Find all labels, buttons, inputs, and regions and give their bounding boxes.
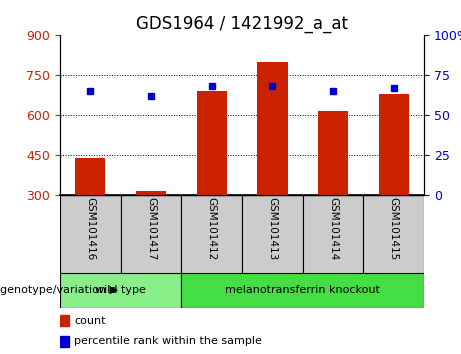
Bar bbox=[136, 191, 166, 195]
Bar bbox=[60, 315, 69, 326]
Title: GDS1964 / 1421992_a_at: GDS1964 / 1421992_a_at bbox=[136, 15, 348, 33]
Text: GSM101416: GSM101416 bbox=[85, 197, 95, 260]
Text: melanotransferrin knockout: melanotransferrin knockout bbox=[225, 285, 380, 295]
Bar bbox=[363, 195, 424, 273]
Bar bbox=[60, 195, 121, 273]
Text: GSM101417: GSM101417 bbox=[146, 197, 156, 260]
Bar bbox=[181, 273, 424, 308]
Bar bbox=[318, 111, 348, 195]
Text: GSM101415: GSM101415 bbox=[389, 197, 399, 260]
Text: percentile rank within the sample: percentile rank within the sample bbox=[75, 336, 262, 346]
Bar bbox=[121, 195, 181, 273]
Text: GSM101413: GSM101413 bbox=[267, 197, 278, 260]
Bar bbox=[242, 195, 303, 273]
Bar bbox=[196, 91, 227, 195]
Bar bbox=[60, 273, 181, 308]
Text: genotype/variation ▶: genotype/variation ▶ bbox=[0, 285, 118, 295]
Text: count: count bbox=[75, 316, 106, 326]
Bar bbox=[181, 195, 242, 273]
Bar bbox=[303, 195, 363, 273]
Text: GSM101414: GSM101414 bbox=[328, 197, 338, 260]
Bar bbox=[378, 94, 409, 195]
Bar bbox=[60, 336, 69, 347]
Text: wild type: wild type bbox=[95, 285, 146, 295]
Bar bbox=[75, 158, 106, 195]
Text: GSM101412: GSM101412 bbox=[207, 197, 217, 260]
Bar bbox=[257, 62, 288, 195]
